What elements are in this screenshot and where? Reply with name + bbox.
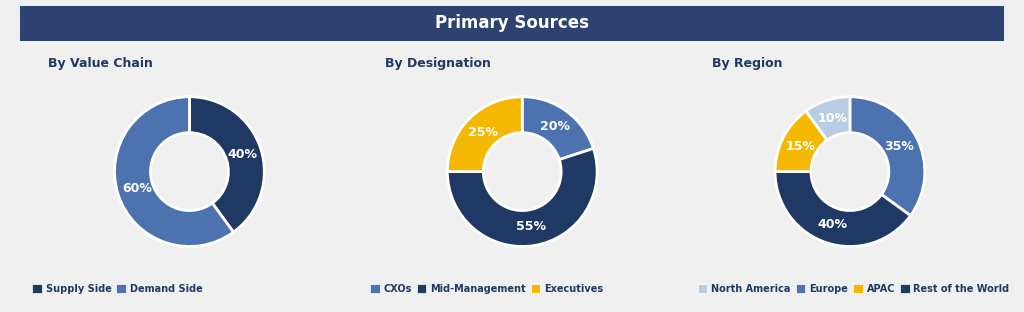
Text: 40%: 40% [818, 218, 848, 231]
Wedge shape [115, 97, 233, 246]
Text: 25%: 25% [468, 126, 498, 139]
Wedge shape [850, 97, 925, 216]
Legend: Supply Side, Demand Side: Supply Side, Demand Side [32, 284, 203, 294]
Wedge shape [806, 97, 850, 140]
Text: By Region: By Region [713, 57, 782, 71]
Wedge shape [775, 111, 827, 172]
Wedge shape [522, 97, 594, 159]
Legend: CXOs, Mid-Management, Executives: CXOs, Mid-Management, Executives [370, 284, 603, 294]
Text: By Designation: By Designation [385, 57, 490, 71]
Text: 35%: 35% [885, 140, 914, 153]
Wedge shape [775, 172, 910, 246]
Text: 20%: 20% [540, 120, 569, 133]
Wedge shape [447, 149, 597, 246]
Text: 55%: 55% [516, 220, 546, 233]
Text: Primary Sources: Primary Sources [435, 14, 589, 32]
Wedge shape [447, 97, 522, 172]
Wedge shape [189, 97, 264, 232]
Text: 15%: 15% [785, 140, 815, 153]
Text: 60%: 60% [122, 182, 152, 195]
Legend: North America, Europe, APAC, Rest of the World: North America, Europe, APAC, Rest of the… [697, 284, 1010, 294]
Text: 40%: 40% [227, 148, 257, 161]
Text: By Value Chain: By Value Chain [47, 57, 153, 71]
Text: 10%: 10% [818, 112, 848, 125]
